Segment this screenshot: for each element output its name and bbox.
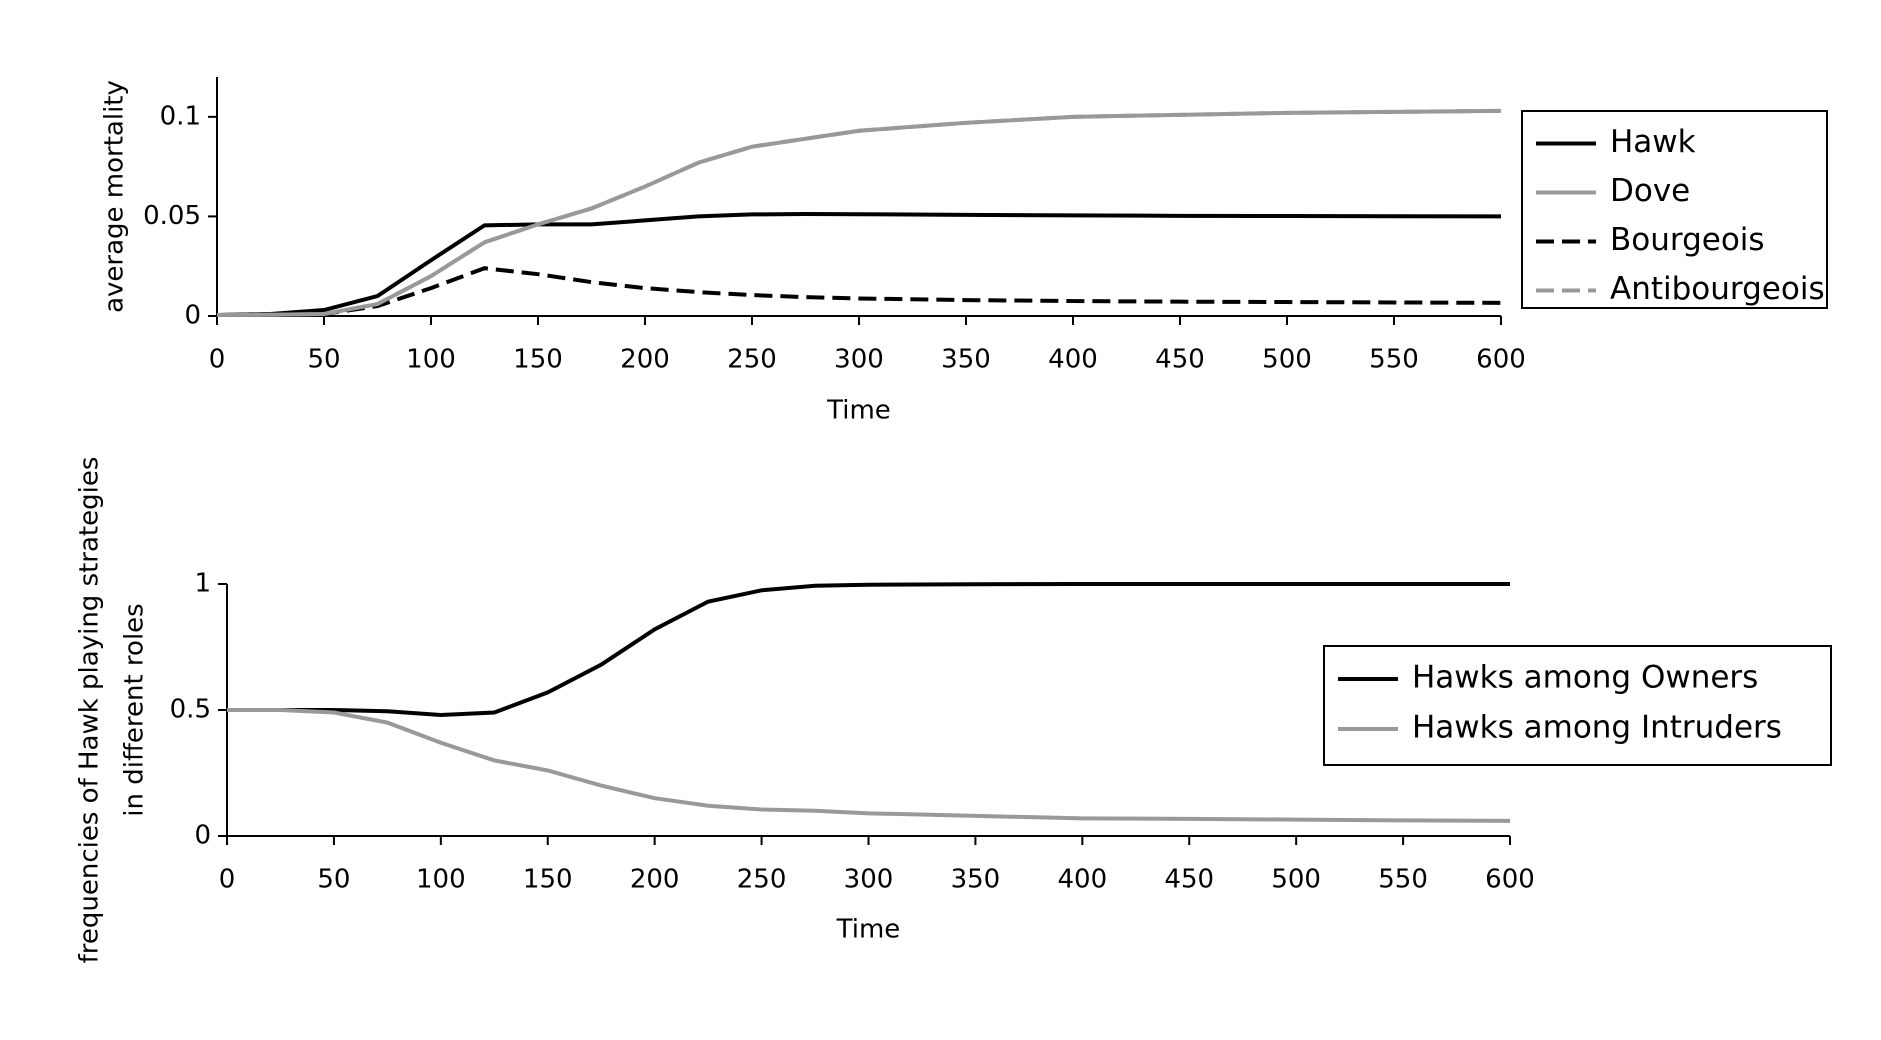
legend-label: Hawks among Intruders xyxy=(1412,710,1782,746)
legend-label: Hawk xyxy=(1610,124,1696,160)
x-tick-label: 450 xyxy=(1155,345,1205,375)
y-axis-label: frequencies of Hawk playing strategies xyxy=(75,457,105,964)
x-tick-label: 0 xyxy=(209,345,226,375)
x-tick-label: 150 xyxy=(523,865,573,895)
x-tick-label: 250 xyxy=(727,345,777,375)
legend-label: Antibourgeois xyxy=(1610,271,1825,307)
x-tick-label: 250 xyxy=(737,865,787,895)
legend-box xyxy=(1323,645,1832,766)
x-tick-label: 300 xyxy=(844,865,894,895)
y-axis-label: in different roles xyxy=(120,603,150,816)
legend-label: Dove xyxy=(1610,173,1690,209)
x-tick-label: 550 xyxy=(1369,345,1419,375)
x-tick-label: 400 xyxy=(1048,345,1098,375)
x-axis-label: Time xyxy=(826,396,891,426)
x-tick-label: 400 xyxy=(1058,865,1108,895)
y-tick-label: 0.5 xyxy=(170,695,211,725)
x-tick-label: 100 xyxy=(406,345,456,375)
x-tick-label: 600 xyxy=(1476,345,1526,375)
x-tick-label: 200 xyxy=(630,865,680,895)
legend-label: Bourgeois xyxy=(1610,222,1765,258)
series-line xyxy=(227,708,1511,823)
series-line xyxy=(216,212,1502,318)
x-tick-label: 350 xyxy=(951,865,1001,895)
x-tick-label: 500 xyxy=(1262,345,1312,375)
x-tick-label: 300 xyxy=(834,345,884,375)
x-axis-label: Time xyxy=(836,915,901,945)
y-tick-label: 0.1 xyxy=(160,101,201,131)
x-tick-label: 100 xyxy=(416,865,466,895)
series-line xyxy=(227,582,1510,718)
legend-label: Hawks among Owners xyxy=(1412,660,1758,696)
x-tick-label: 600 xyxy=(1485,865,1535,895)
x-tick-label: 550 xyxy=(1378,865,1428,895)
x-tick-label: 500 xyxy=(1271,865,1321,895)
y-tick-label: 0.05 xyxy=(143,201,201,231)
x-tick-label: 450 xyxy=(1164,865,1214,895)
series-line xyxy=(216,108,1502,318)
x-tick-label: 50 xyxy=(307,345,340,375)
x-tick-label: 150 xyxy=(513,345,563,375)
y-tick-label: 0 xyxy=(194,821,211,851)
x-tick-label: 200 xyxy=(620,345,670,375)
x-tick-label: 0 xyxy=(219,865,236,895)
x-tick-label: 350 xyxy=(941,345,991,375)
y-axis-label: average mortality xyxy=(100,80,130,313)
y-tick-label: 0 xyxy=(184,301,201,331)
x-tick-label: 50 xyxy=(317,865,350,895)
y-tick-label: 1 xyxy=(194,569,211,599)
